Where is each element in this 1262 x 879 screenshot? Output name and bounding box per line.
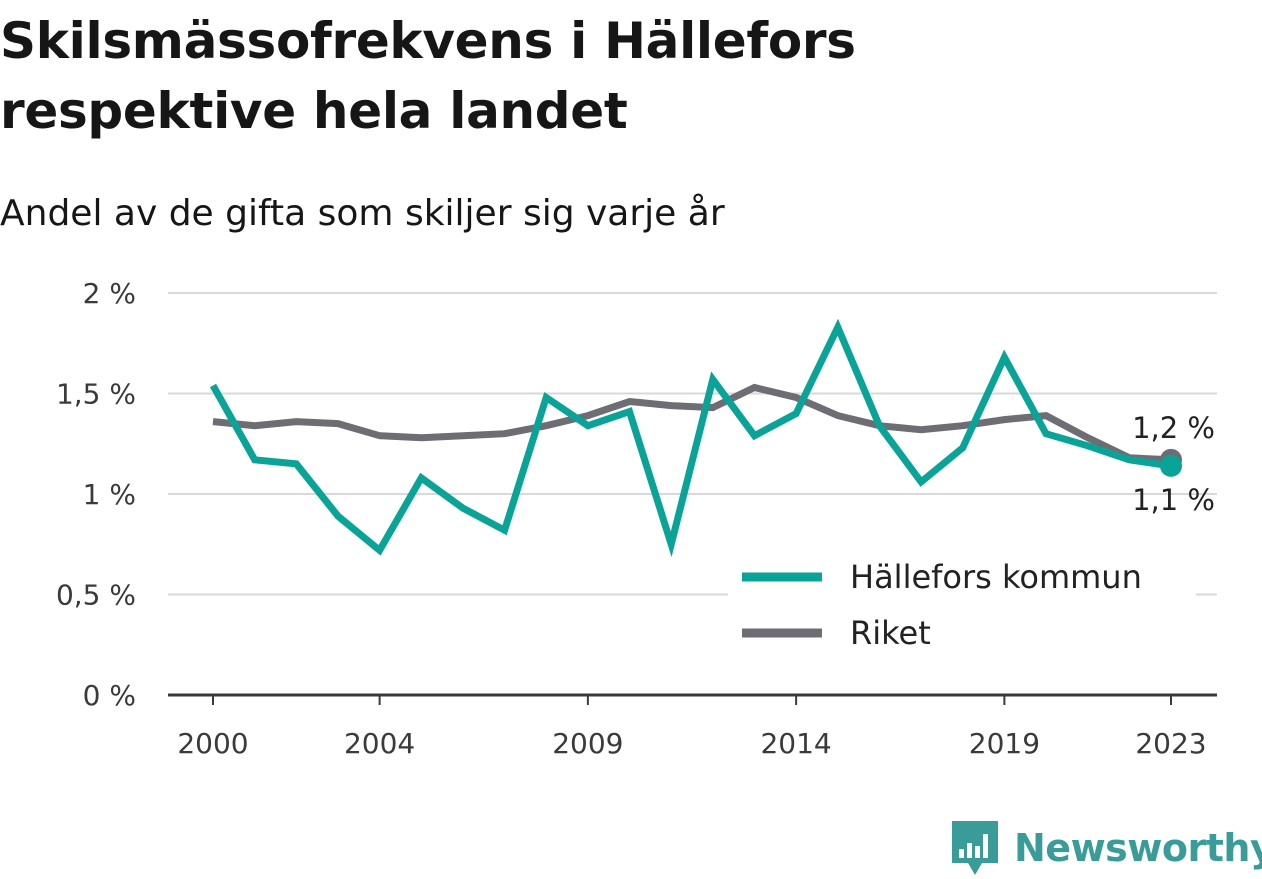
x-tick-label: 2019: [969, 727, 1040, 760]
y-axis-labels: 0 % 0,5 % 1 % 1,5 % 2 %: [56, 277, 136, 712]
end-value-label-hallefors: 1,1 %: [1132, 483, 1215, 517]
y-tick-label: 0,5 %: [56, 579, 136, 612]
series-lines: [209, 318, 1182, 558]
end-marker-hallefors: [1160, 454, 1182, 477]
x-tick-label: 2023: [1135, 727, 1206, 760]
y-tick-label: 1 %: [83, 478, 136, 511]
chart-title: Skilsmässofrekvens i Hällefors respektiv…: [0, 12, 856, 140]
grid-lines: [168, 292, 1217, 697]
legend: Hällefors kommun Riket: [728, 548, 1196, 666]
end-value-label-riket: 1,2 %: [1132, 411, 1215, 445]
x-tick-label: 2004: [344, 727, 415, 760]
brand-name: Newsworthy: [1014, 826, 1262, 870]
series-line-hallefors: [209, 318, 1172, 558]
y-tick-label: 0 %: [83, 679, 136, 712]
series-line-riket: [212, 383, 1172, 464]
chart-subtitle: Andel av de gifta som skiljer sig varje …: [0, 193, 725, 234]
brand-mark: Newsworthy: [950, 818, 1262, 878]
legend-label-hallefors: Hällefors kommun: [850, 558, 1142, 596]
bar-chart-speech-bubble-icon: [952, 821, 998, 875]
legend-label-riket: Riket: [850, 614, 931, 652]
x-tick-label: 2000: [177, 727, 248, 760]
legend-background: [728, 548, 1196, 666]
y-tick-label: 1,5 %: [56, 378, 136, 411]
x-tick-label: 2009: [552, 727, 623, 760]
x-axis-labels: 2000 2004 2009 2014 2019 2023: [177, 695, 1207, 760]
x-tick-label: 2014: [760, 727, 831, 760]
end-value-labels: 1,2 % 1,1 %: [1132, 411, 1215, 517]
y-tick-label: 2 %: [83, 277, 136, 310]
